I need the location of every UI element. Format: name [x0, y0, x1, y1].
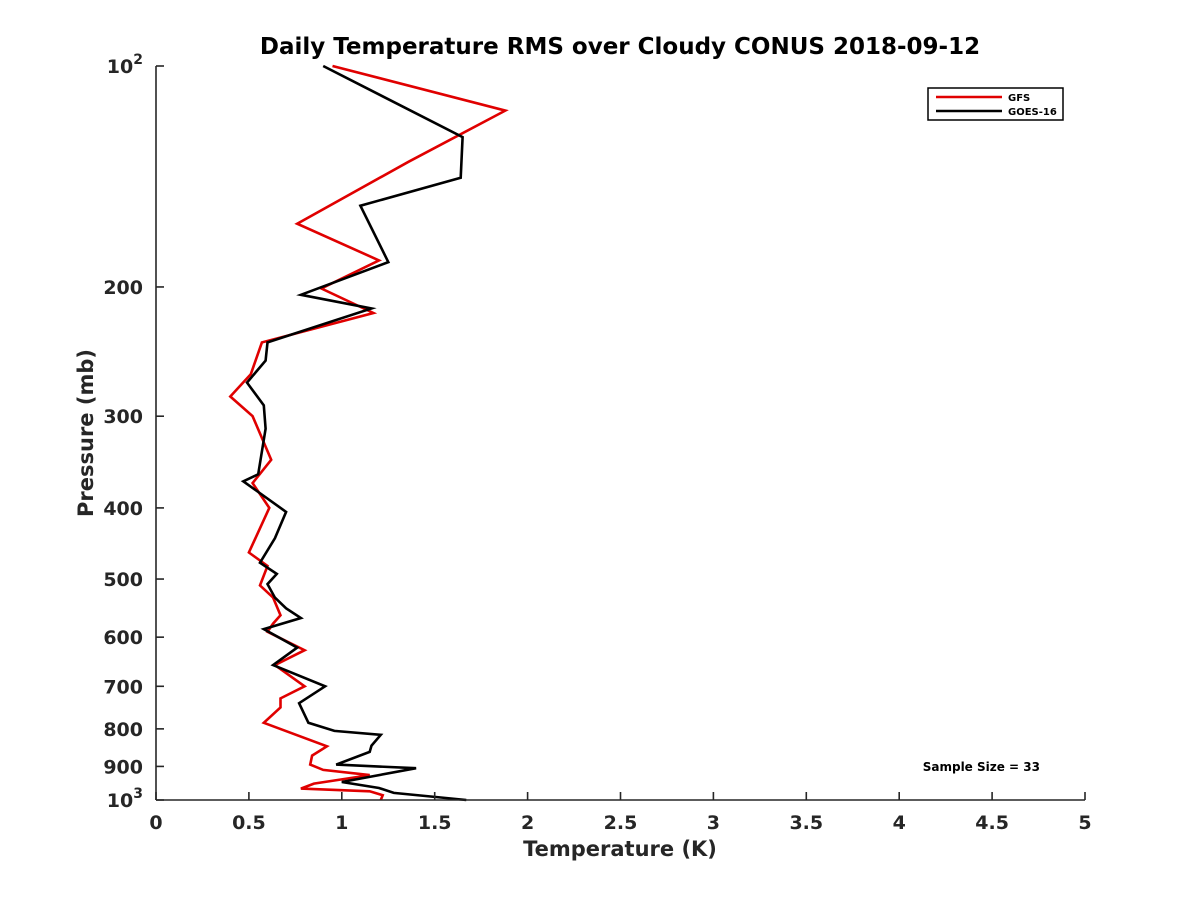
y-tick-label: 500: [103, 569, 143, 591]
legend: GFS GOES-16: [927, 87, 1064, 121]
x-tick-label: 0.5: [232, 812, 266, 834]
y-ticks: 102 200 300 400 500 600 700 800 900 103: [103, 52, 164, 812]
y-tick-label: 200: [103, 277, 143, 299]
y-tick-label: 900: [103, 756, 143, 778]
series-line-gfs: [228, 64, 509, 801]
chart-title: Daily Temperature RMS over Cloudy CONUS …: [260, 34, 980, 60]
legend-label-gfs: GFS: [1008, 93, 1030, 104]
x-tick-label: 2.5: [604, 812, 638, 834]
x-tick-label: 0: [149, 812, 162, 834]
legend-label-goes16: GOES-16: [1008, 107, 1057, 118]
y-tick-label: 400: [103, 498, 143, 520]
x-tick-label: 5: [1078, 812, 1091, 834]
series-line-goes16: [240, 64, 467, 802]
y-axis-label: Pressure (mb): [74, 349, 98, 517]
x-tick-label: 2: [521, 812, 534, 834]
y-tick-label: 800: [103, 719, 143, 741]
x-tick-label: 4.5: [975, 812, 1009, 834]
y-tick-label: 700: [103, 676, 143, 698]
x-tick-label: 4: [893, 812, 906, 834]
x-ticks: 0 0.5 1 1.5 2 2.5 3 3.5 4 4.5 5: [149, 792, 1092, 834]
series-layer: [228, 64, 509, 802]
x-tick-label: 1.5: [418, 812, 452, 834]
x-tick-label: 1: [335, 812, 348, 834]
legend-box: [927, 87, 1064, 121]
y-tick-label: 600: [103, 627, 143, 649]
y-tick-label: 300: [103, 406, 143, 428]
x-tick-label: 3: [707, 812, 720, 834]
y-tick-label: 103: [107, 786, 143, 812]
x-tick-label: 3.5: [789, 812, 823, 834]
sample-size-note: Sample Size = 33: [923, 760, 1040, 774]
y-tick-label: 102: [107, 52, 143, 78]
x-axis-label: Temperature (K): [523, 837, 717, 861]
